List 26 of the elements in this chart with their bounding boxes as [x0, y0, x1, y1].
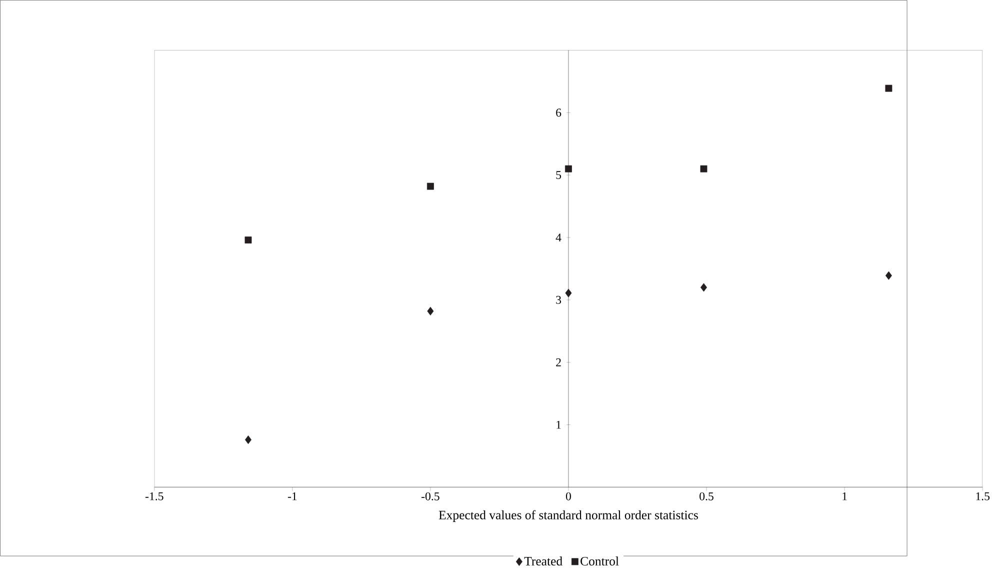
- x-tick-label: 0: [566, 492, 571, 500]
- point: [700, 165, 708, 172]
- y-tick-label: 6: [556, 108, 562, 116]
- y-tick-label: 1: [556, 420, 561, 428]
- x-tick-label: 1.5: [976, 492, 990, 500]
- x-tick-label: -1.5: [145, 492, 164, 500]
- point: [885, 271, 892, 280]
- point: [427, 306, 434, 316]
- y-tick-label: 4: [556, 233, 562, 242]
- x-axis-title: Expected values of standard normal order statistics: [438, 510, 698, 522]
- point: [700, 282, 708, 292]
- point: [885, 84, 892, 92]
- y-tick-label: 2: [556, 358, 561, 366]
- point: [244, 435, 252, 444]
- x-tick-label: 0.5: [700, 492, 714, 500]
- legend-label: Treated: [524, 556, 562, 566]
- x-tick-label: -1: [288, 492, 297, 500]
- point: [426, 182, 434, 190]
- point: [565, 288, 572, 298]
- point: [244, 236, 252, 244]
- point: [565, 165, 572, 172]
- legend-label: Control: [580, 556, 619, 566]
- x-tick-label: -0.5: [422, 492, 440, 500]
- x-tick-label: 1: [842, 492, 847, 500]
- y-tick-label: 5: [556, 170, 562, 179]
- y-tick-label: 3: [556, 296, 562, 304]
